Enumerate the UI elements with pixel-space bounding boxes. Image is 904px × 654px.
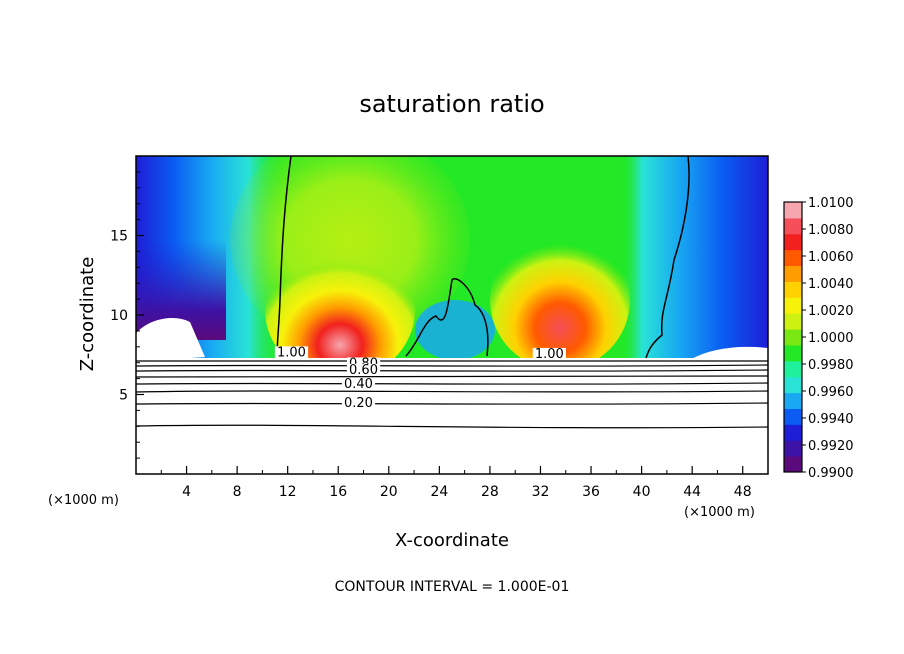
- field-dry-pocket: [415, 300, 495, 360]
- colorbar-swatch: [784, 424, 802, 441]
- y-tick-label: 5: [119, 388, 128, 404]
- contour-line: [136, 369, 768, 372]
- colorbar-swatch: [784, 297, 802, 314]
- colorbar-swatch: [784, 329, 802, 346]
- colorbar-swatch: [784, 408, 802, 425]
- x-tick-label: 32: [532, 484, 550, 500]
- y-axis-ticks: 5 10 15: [110, 171, 144, 459]
- colorbar-swatch: [784, 376, 802, 394]
- x-tick-label: 28: [481, 484, 499, 500]
- contour-label-bg: [341, 378, 376, 391]
- x-tick-label: 12: [279, 484, 297, 500]
- x-tick-label: 44: [683, 484, 701, 500]
- colorbar-swatch: [784, 217, 802, 235]
- colorbar-label: 1.0080: [808, 223, 854, 238]
- field-supersaturated-region-right: [490, 230, 630, 370]
- colorbar-swatch: [784, 392, 802, 409]
- contour-line: [136, 382, 768, 385]
- saturation-field: [136, 156, 768, 474]
- contour-line: [136, 364, 768, 367]
- contour-line: [136, 402, 768, 405]
- field-masked-area-left: [136, 317, 205, 362]
- contour-label-bg: [274, 346, 309, 359]
- contour-label: 0.40: [344, 377, 373, 392]
- contour-line-1-00-middle: [405, 278, 489, 357]
- colorbar-label: 1.0040: [808, 277, 854, 292]
- colorbar-swatch: [784, 265, 802, 282]
- contour-label-bg: [341, 397, 376, 410]
- y-axis-label: Z-coordinate: [77, 257, 98, 372]
- x-tick-label: 36: [582, 484, 600, 500]
- colorbar-swatch: [784, 249, 802, 267]
- x-axis-ticks: 4 8 12 16 20 24 28 32 36 40 44 48: [160, 466, 752, 500]
- contour-interval-note: CONTOUR INTERVAL = 1.000E-01: [335, 579, 570, 595]
- colorbar-label: 1.0000: [808, 331, 854, 346]
- colorbar-label: 1.0060: [808, 250, 854, 265]
- colorbar: 1.0100 1.0080 1.0060 1.0040 1.0020 1.0000 0.99…: [783, 196, 854, 481]
- y-tick-label: 15: [110, 229, 128, 245]
- contour-labels: 1.000.800.600.400.201.00: [274, 345, 566, 411]
- x-tick-label: 8: [233, 484, 242, 500]
- colorbar-label: 0.9940: [808, 412, 854, 427]
- field-right-dry-zone: [620, 156, 768, 362]
- x-tick-label: 24: [430, 484, 448, 500]
- colorbar-label: 0.9920: [808, 439, 854, 454]
- field-supersaturated-region-left: [265, 240, 415, 380]
- x-tick-label: 48: [734, 484, 752, 500]
- colorbar-swatch: [784, 456, 802, 473]
- colorbar-swatch: [784, 281, 802, 298]
- colorbar-label: 0.9960: [808, 385, 854, 400]
- contour-label: 0.20: [344, 396, 373, 411]
- contour-label: 1.00: [535, 347, 564, 362]
- contour-line-1-00-right: [645, 156, 690, 359]
- colorbar-swatch: [784, 233, 802, 251]
- contour-label: 0.60: [349, 363, 378, 378]
- x-tick-label: 40: [633, 484, 651, 500]
- colorbar-label: 0.9980: [808, 358, 854, 373]
- x-unit-right: (×1000 m): [684, 505, 755, 520]
- x-tick-label: 4: [182, 484, 191, 500]
- colorbar-swatch: [784, 202, 802, 219]
- contour-line: [136, 375, 768, 378]
- contour-line-1-00-left: [276, 156, 292, 359]
- colorbar-swatch: [784, 313, 802, 330]
- contour-label-bg: [346, 363, 381, 376]
- colorbar-label: 1.0100: [808, 196, 854, 211]
- chart-title: saturation ratio: [359, 90, 544, 118]
- contour-line: [136, 424, 768, 429]
- x-unit-left: (×1000 m): [48, 493, 119, 508]
- x-tick-label: 20: [380, 484, 398, 500]
- colorbar-label: 1.0020: [808, 304, 854, 319]
- contour-label: 1.00: [277, 345, 306, 360]
- colorbar-swatch: [784, 440, 802, 457]
- contour-label-bg: [532, 347, 566, 360]
- x-tick-label: 16: [329, 484, 347, 500]
- contour-line: [136, 390, 768, 393]
- colorbar-swatch: [784, 344, 802, 362]
- y-tick-label: 10: [110, 308, 128, 324]
- x-axis-label: X-coordinate: [395, 530, 509, 551]
- colorbar-label: 0.9900: [808, 466, 854, 481]
- colorbar-swatch: [784, 360, 802, 378]
